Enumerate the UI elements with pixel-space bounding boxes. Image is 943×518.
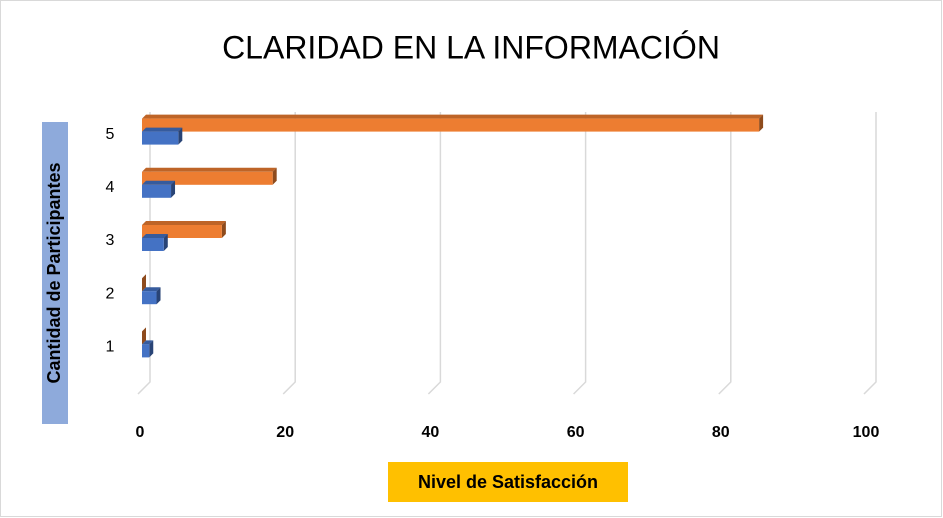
- bar-top: [142, 287, 161, 292]
- grid-line: [863, 112, 877, 395]
- bar: [142, 291, 157, 305]
- bar-top: [142, 127, 183, 132]
- bar-top: [142, 340, 154, 345]
- bar-side: [142, 327, 146, 345]
- bar-top: [142, 234, 168, 238]
- x-tick-label: 0: [136, 424, 145, 441]
- x-tick-label: 60: [567, 424, 585, 441]
- grid-line: [427, 112, 442, 395]
- grid-line: [573, 112, 587, 395]
- x-tick-label: 40: [422, 424, 440, 441]
- grid-line: [718, 112, 732, 395]
- x-tick-label: 100: [853, 424, 880, 441]
- bar-side: [156, 287, 161, 305]
- bar-side: [142, 274, 146, 292]
- bar-side: [163, 234, 168, 251]
- y-axis-label: Cantidad de Participantes: [44, 162, 64, 383]
- bar-side: [171, 180, 176, 198]
- bar: [142, 184, 172, 198]
- x-axis-label: Nivel de Satisfacción: [418, 472, 598, 492]
- bar-side: [759, 114, 764, 132]
- y-tick-label: 3: [106, 232, 115, 249]
- bar: [142, 118, 760, 132]
- x-label-box: [388, 462, 628, 502]
- plot-area: 0 20 40 60 80 100 1 2 3 4 5: [106, 112, 880, 441]
- bar-side: [178, 127, 183, 145]
- y-tick-label: 2: [106, 285, 115, 302]
- bar-side: [221, 221, 226, 238]
- bar-top: [142, 167, 277, 172]
- bar: [142, 131, 179, 145]
- y-tick-label: 5: [106, 126, 115, 143]
- bar: [142, 238, 164, 251]
- grid-line: [137, 112, 151, 395]
- bar: [142, 344, 150, 358]
- bar-side: [272, 167, 277, 185]
- bar-top: [142, 114, 764, 119]
- bar-side: [149, 340, 154, 358]
- grid-line: [282, 112, 296, 395]
- y-label-box: [42, 122, 68, 424]
- x-tick-label: 20: [276, 424, 294, 441]
- x-tick-label: 80: [712, 424, 730, 441]
- y-tick-label: 4: [106, 179, 115, 196]
- y-tick-label: 1: [106, 339, 115, 356]
- chart-title: CLARIDAD EN LA INFORMACIÓN: [222, 29, 720, 65]
- bar-top: [142, 180, 176, 185]
- bar-top: [142, 221, 226, 225]
